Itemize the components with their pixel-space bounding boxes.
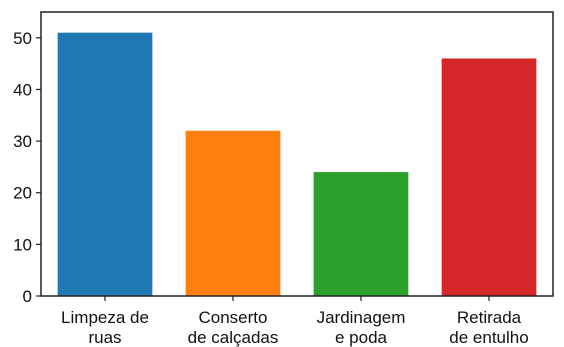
x-tick-label-line: e poda [335,328,388,347]
x-tick-label: Retirada de entulho [449,308,528,347]
y-tick-label: 30 [13,132,32,151]
x-tick-label-line: Retirada [457,308,522,327]
y-tick-label: 40 [13,80,32,99]
bar-2 [313,172,409,296]
bar-3 [441,58,537,296]
x-axis: Limpeza de ruas Conserto de calçadas Jardina… [61,296,529,347]
x-tick-label-line: ruas [88,328,121,347]
x-tick-label-line: de entulho [449,328,528,347]
bar-1 [185,130,281,296]
bar-0 [57,32,153,297]
x-tick-label: Limpeza de ruas [61,308,149,347]
x-tick-label-line: Jardinagem [317,308,406,327]
y-tick-label: 50 [13,29,32,48]
x-tick-label-line: Limpeza de [61,308,149,327]
plot-frame [40,11,554,297]
x-tick-label: Jardinagem e poda [317,308,406,347]
y-tick-label: 20 [13,184,32,203]
bars-group [57,32,537,297]
y-tick-label: 10 [13,235,32,254]
y-tick-label: 0 [23,287,32,306]
x-tick-label-line: de calçadas [188,328,279,347]
x-tick-label: Conserto de calçadas [188,308,279,347]
y-axis: 0 10 20 30 40 50 [13,29,41,306]
x-tick-label-line: Conserto [199,308,268,327]
